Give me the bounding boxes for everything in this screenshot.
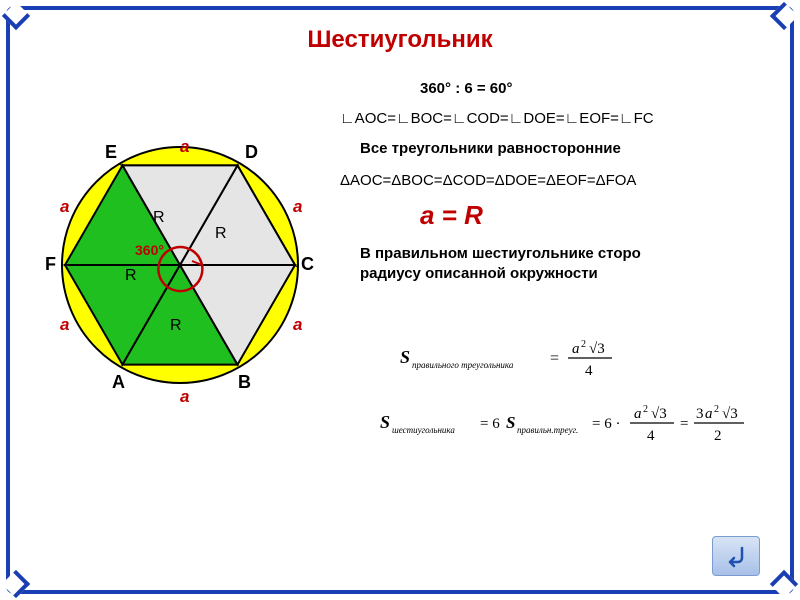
formula-triangle-area: S правильного треугольника = a 2 √3 4 xyxy=(400,335,660,387)
formula-hexagon-area: S шестиугольника = 6 S правильн.треуг. =… xyxy=(380,400,760,454)
radius-label: R xyxy=(125,267,137,284)
side-label: a xyxy=(293,315,302,334)
svg-text:=: = xyxy=(680,416,688,432)
svg-text:2: 2 xyxy=(643,404,648,415)
svg-text:2: 2 xyxy=(581,339,586,350)
svg-text:√3: √3 xyxy=(722,406,738,422)
svg-text:правильн.треуг.: правильн.треуг. xyxy=(517,425,578,435)
vertex-label-A: A xyxy=(112,372,125,392)
back-button[interactable] xyxy=(712,536,760,576)
corner-notch xyxy=(770,570,798,598)
side-label: a xyxy=(180,387,189,406)
svg-text:2: 2 xyxy=(714,428,722,444)
radius-label: R xyxy=(170,317,182,334)
side-label: a xyxy=(293,197,302,216)
svg-text:2: 2 xyxy=(714,404,719,415)
svg-text:=: = xyxy=(550,350,559,367)
hexagon-diagram: A B C D E F a a a a a a R R R R 360° xyxy=(35,120,325,415)
desc-line1: В правильном шестиугольнике сторо xyxy=(360,245,641,262)
vertex-label-E: E xyxy=(105,142,117,162)
svg-text:a: a xyxy=(572,341,580,357)
svg-text:правильного треугольника: правильного треугольника xyxy=(412,360,514,370)
angle-calculation: 360° : 6 = 60° xyxy=(420,80,512,97)
vertex-label-B: B xyxy=(238,372,251,392)
center-angle-label: 360° xyxy=(135,242,164,258)
svg-text:√3: √3 xyxy=(651,406,667,422)
svg-text:4: 4 xyxy=(585,363,593,379)
radius-label: R xyxy=(215,225,227,242)
main-equation: a = R xyxy=(420,200,483,231)
vertex-label-D: D xyxy=(245,142,258,162)
corner-notch xyxy=(2,570,30,598)
svg-text:= 6: = 6 xyxy=(480,416,500,432)
triangle-equality: ΔAOC=ΔBOC=ΔCOD=ΔDOE=ΔEOF=ΔFOA xyxy=(340,172,636,189)
radius-label: R xyxy=(153,209,165,226)
svg-text:шестиугольника: шестиугольника xyxy=(392,425,455,435)
equilateral-text: Все треугольники равносторонние xyxy=(360,140,621,157)
side-label: a xyxy=(60,197,69,216)
svg-text:S: S xyxy=(380,412,390,432)
side-label: a xyxy=(180,137,189,156)
return-icon xyxy=(722,544,750,568)
svg-text:4: 4 xyxy=(647,428,655,444)
side-label: a xyxy=(60,315,69,334)
svg-text:S: S xyxy=(400,347,410,367)
desc-line2: радиусу описанной окружности xyxy=(360,265,598,282)
vertex-label-F: F xyxy=(45,254,56,274)
svg-text:= 6 ·: = 6 · xyxy=(592,416,620,432)
angle-equality: ∟AOC=∟BOC=∟COD=∟DOE=∟EOF=∟FC xyxy=(340,110,654,127)
vertex-label-C: C xyxy=(301,254,314,274)
svg-text:a: a xyxy=(634,406,642,422)
page-title: Шестиугольник xyxy=(0,26,800,54)
svg-text:√3: √3 xyxy=(589,341,605,357)
svg-text:S: S xyxy=(506,413,515,432)
svg-text:a: a xyxy=(705,406,713,422)
svg-text:3: 3 xyxy=(696,406,704,422)
description: В правильном шестиугольнике сторо радиус… xyxy=(360,244,641,283)
